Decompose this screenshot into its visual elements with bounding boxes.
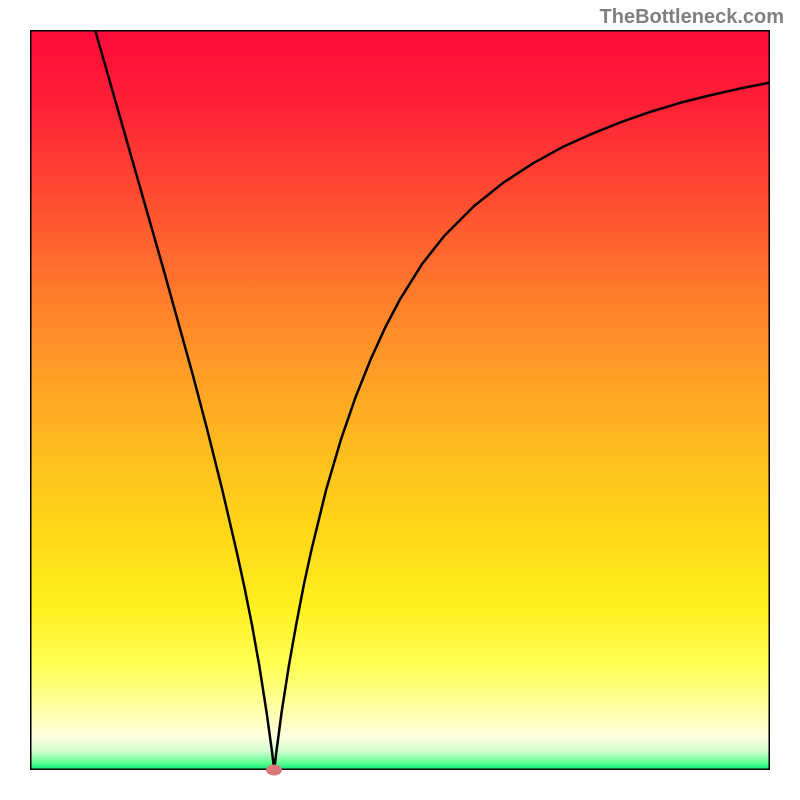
bottleneck-chart bbox=[30, 30, 770, 770]
optimal-point-marker bbox=[266, 765, 282, 776]
chart-curve bbox=[30, 30, 770, 770]
watermark-text: TheBottleneck.com bbox=[600, 6, 784, 29]
